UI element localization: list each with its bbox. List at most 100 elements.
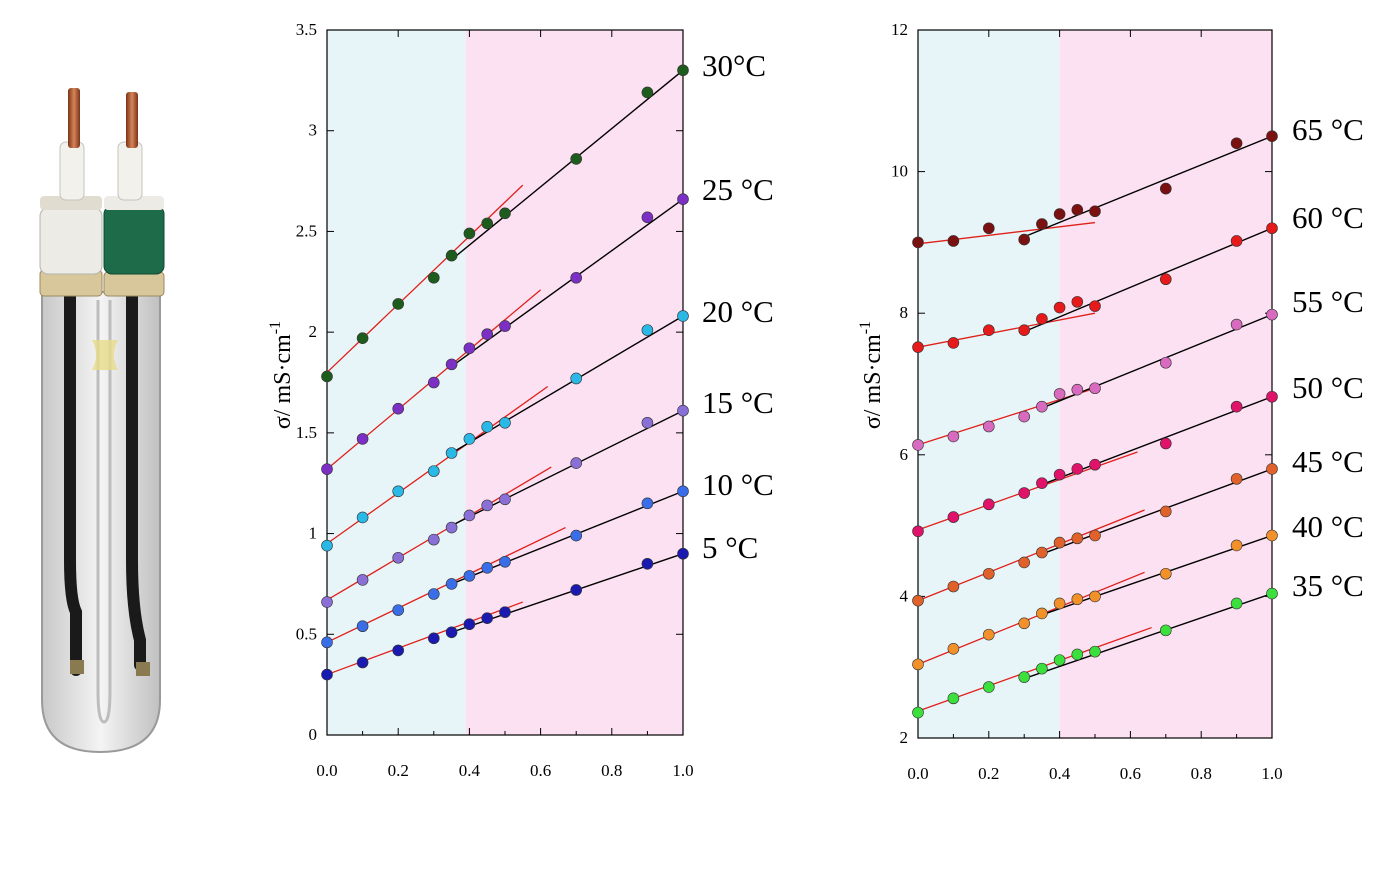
data-point (321, 539, 333, 552)
left-black-lead-icon (64, 284, 82, 676)
data-point (1230, 597, 1243, 610)
data-point (1018, 324, 1030, 336)
series-label: 40 °C (1292, 509, 1364, 544)
data-point (1036, 607, 1048, 620)
data-point (1266, 463, 1278, 475)
data-point (1036, 400, 1048, 413)
series-label: 30°C (702, 48, 766, 83)
data-point (1036, 477, 1048, 489)
data-point (570, 271, 583, 284)
data-point (1089, 645, 1101, 658)
data-point (1160, 624, 1172, 637)
data-point (1036, 313, 1048, 325)
data-point (1018, 671, 1030, 683)
data-point (912, 594, 924, 607)
data-point (499, 416, 511, 429)
data-point (1266, 130, 1278, 142)
data-point (463, 509, 476, 522)
y-tick-label: 1 (309, 524, 318, 543)
series-5: 45 °C (912, 444, 1364, 607)
data-point (1089, 458, 1101, 471)
data-point (356, 332, 369, 344)
x-tick-label: 0.0 (907, 764, 928, 783)
data-point (1266, 390, 1278, 403)
y-tick-label: 0 (309, 725, 318, 744)
x-tick-label: 0.4 (459, 761, 481, 780)
right-cap-top (103, 271, 165, 297)
data-point (463, 433, 476, 445)
series-label: 35 °C (1292, 568, 1364, 603)
series-6: 40 °C (912, 509, 1364, 671)
data-point (947, 692, 960, 705)
data-point (1160, 182, 1172, 195)
data-point (1053, 208, 1066, 220)
data-point (1036, 662, 1048, 675)
data-point (463, 570, 476, 582)
black-fit-line (1023, 227, 1273, 333)
data-point (1071, 648, 1084, 661)
data-point (392, 551, 405, 564)
y-axis-label-superscript: -1 (267, 321, 284, 334)
right-plate-icon (136, 662, 150, 676)
data-point (1036, 546, 1048, 559)
series-label: 55 °C (1292, 284, 1364, 319)
data-point (321, 596, 333, 608)
glass-divider (96, 300, 112, 724)
data-point (1266, 222, 1278, 235)
data-point (1018, 617, 1030, 630)
region-low (327, 30, 466, 735)
left-cap-band (40, 196, 102, 210)
data-point (356, 511, 369, 524)
data-point (481, 217, 494, 230)
data-point (641, 416, 654, 429)
data-point (982, 324, 995, 336)
data-point (641, 211, 654, 224)
series-label: 20 °C (702, 294, 774, 329)
data-point (912, 658, 924, 671)
data-point (463, 227, 476, 240)
data-point (947, 235, 960, 247)
series-label: 45 °C (1292, 444, 1364, 479)
data-point (356, 620, 369, 633)
data-point (677, 404, 689, 417)
x-tick-label: 0.2 (978, 764, 999, 783)
data-point (1266, 587, 1278, 600)
data-point (1018, 410, 1030, 423)
data-point (356, 433, 369, 445)
data-point (499, 207, 511, 220)
right-insulator (117, 141, 143, 201)
data-point (427, 533, 440, 546)
data-point (1018, 556, 1030, 569)
data-point (1089, 590, 1101, 603)
data-point (427, 465, 440, 477)
red-fit-line (917, 387, 1096, 446)
data-point (356, 574, 369, 586)
data-point (321, 668, 333, 681)
data-point (641, 324, 654, 336)
x-tick-label: 0.0 (316, 761, 337, 780)
data-point (1160, 273, 1172, 286)
region-low (918, 30, 1060, 738)
data-point (321, 636, 333, 649)
series-4: 15 °C (321, 385, 774, 608)
data-point (1230, 235, 1243, 247)
red-fit-line (917, 312, 1096, 348)
data-point (392, 402, 405, 415)
right-cap (103, 205, 165, 275)
series-2: 25 °C (321, 172, 774, 475)
y-axis-label-superscript: -1 (857, 321, 874, 334)
data-point (427, 271, 440, 284)
data-point (481, 612, 494, 624)
y-tick-label: 0.5 (296, 624, 317, 643)
data-point (947, 511, 960, 523)
charts: 0.0 0.2 0.4 0.6 0.8 1.0 0 0.5 1 1.5 2 2.5 3 3.5 σ/ mS·… (267, 20, 1364, 787)
data-point (982, 420, 995, 433)
data-point (1230, 473, 1243, 485)
data-point (321, 370, 333, 383)
data-point (356, 656, 369, 669)
data-point (947, 430, 960, 443)
data-point (1071, 383, 1084, 396)
chart-1: 0.0 0.2 0.4 0.6 0.8 1.0 0 0.5 1 1.5 2 2.5 3 3.5 σ/ mS·… (267, 20, 774, 787)
left-cap (39, 207, 103, 275)
data-point (1071, 593, 1084, 606)
